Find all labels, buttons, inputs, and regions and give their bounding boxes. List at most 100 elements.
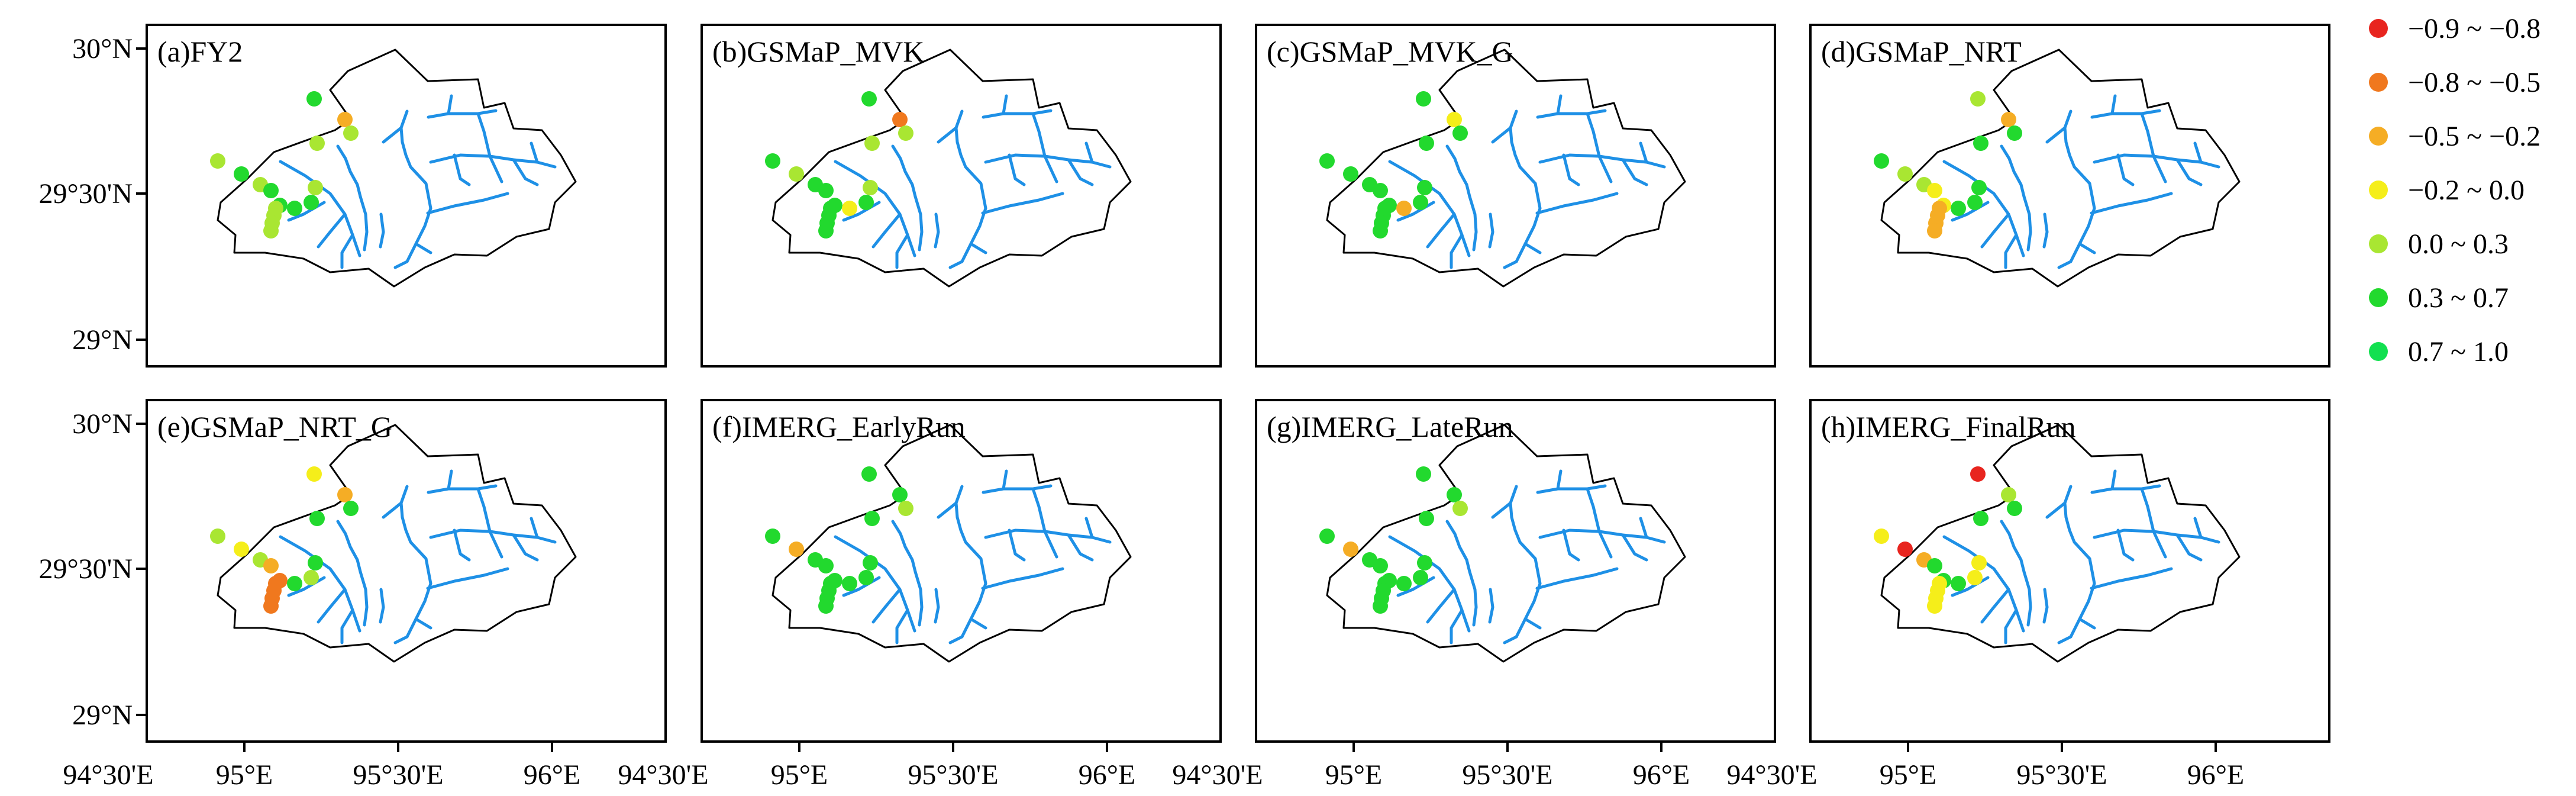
panel-title: (b)GSMaP_MVK: [712, 35, 924, 68]
river-line: [834, 535, 916, 633]
station-marker: [1447, 112, 1462, 127]
station-marker: [1970, 91, 1986, 107]
station-marker: [842, 576, 857, 591]
station-marker: [863, 180, 878, 195]
river-line: [1942, 535, 2025, 633]
river-line: [1639, 141, 1648, 164]
river-line: [1535, 192, 1619, 215]
station-marker: [1417, 180, 1432, 195]
station-marker: [263, 598, 279, 614]
basin-boundary: [217, 424, 577, 663]
basin-boundary: [1326, 424, 1686, 663]
station-marker: [1319, 153, 1335, 169]
map-panel-g: (g)IMERG_LateRun: [1255, 399, 1776, 743]
river-line: [399, 126, 432, 263]
lon-label: 94°30'E: [1726, 759, 1817, 791]
station-marker: [789, 166, 804, 182]
river-line: [948, 635, 964, 644]
river-line: [2110, 94, 2117, 115]
station-marker: [1417, 555, 1432, 571]
river-line: [1002, 94, 1008, 115]
legend-label: −0.8 ~ −0.5: [2408, 67, 2541, 98]
station-marker: [2001, 112, 2016, 127]
river-line: [1509, 126, 1542, 263]
lon-label: 95°E: [216, 759, 273, 791]
river-line: [447, 94, 453, 115]
station-marker: [1452, 125, 1468, 141]
lon-label: 94°30'E: [1172, 759, 1263, 791]
station-marker: [861, 466, 877, 482]
river-line: [1043, 154, 1058, 183]
axes-group: 30°N 29°30'N 29°N 30°N 29°30'N 29°N 94°30'E 95°…: [38, 33, 2244, 791]
river-line: [1468, 570, 1478, 627]
station-marker: [1447, 487, 1462, 502]
river-line: [488, 530, 503, 559]
station-marker: [343, 501, 359, 516]
station-marker: [1396, 576, 1412, 591]
river-line: [2022, 195, 2032, 252]
river-line: [1597, 530, 1613, 559]
river-line: [382, 485, 409, 519]
station-marker: [263, 558, 279, 573]
river-line: [2090, 484, 2161, 494]
river-line: [2175, 158, 2203, 186]
river-line: [1942, 160, 2025, 257]
river-line: [359, 570, 369, 627]
river-line: [1468, 195, 1478, 252]
river-line: [2140, 487, 2155, 533]
river-line: [393, 635, 409, 644]
lon-label: 94°30'E: [63, 759, 153, 791]
river-line: [934, 212, 940, 249]
panel-title: (c)GSMaP_MVK_G: [1267, 35, 1513, 68]
river-line: [414, 617, 432, 630]
station-marker: [1874, 153, 1889, 169]
river-line: [1008, 528, 1026, 562]
panels-group: (a)FY2 (b)GSMaP_MVK (c)GSMaP_MVK_G (d)GSMaP…: [146, 24, 2330, 743]
station-marker: [287, 576, 302, 591]
panel-title: (g)IMERG_LateRun: [1267, 410, 1513, 443]
river-line: [969, 617, 987, 630]
river-line: [427, 484, 498, 494]
river-line: [2022, 570, 2032, 627]
river-line: [834, 160, 916, 257]
river-line: [913, 195, 924, 252]
station-marker: [1413, 195, 1428, 210]
lon-label: 95°30'E: [2016, 759, 2107, 791]
station-marker: [343, 125, 359, 141]
river-line: [2193, 141, 2203, 164]
station-marker: [858, 570, 874, 585]
station-marker: [1419, 136, 1434, 151]
river-line: [1491, 109, 1518, 144]
river-line: [1535, 567, 1619, 590]
station-marker: [818, 598, 834, 614]
river-line: [937, 485, 964, 519]
basin-boundary: [217, 49, 577, 288]
lon-label: 95°E: [1325, 759, 1383, 791]
station-marker: [309, 136, 325, 151]
river-line: [1586, 487, 1601, 533]
station-marker: [864, 136, 880, 151]
basin-boundary: [1880, 49, 2241, 288]
station-marker: [1927, 223, 1942, 239]
river-line: [2057, 635, 2073, 644]
river-line: [512, 533, 539, 562]
station-marker: [1452, 501, 1468, 516]
station-marker: [287, 201, 302, 216]
lon-label: 96°E: [1633, 759, 1690, 791]
river-line: [1639, 517, 1648, 539]
map-panel-b: (b)GSMaP_MVK: [701, 24, 1222, 368]
station-marker: [1897, 166, 1913, 182]
river-line: [1562, 153, 1580, 186]
river-line: [1043, 530, 1058, 559]
river-line: [1426, 588, 1456, 624]
legend-swatch: [2369, 127, 2388, 146]
lon-label: 95°30'E: [1462, 759, 1552, 791]
lon-label: 96°E: [524, 759, 581, 791]
river-line: [937, 109, 964, 144]
river-line: [426, 567, 509, 590]
river-line: [382, 109, 409, 144]
station-marker: [304, 195, 319, 210]
legend-swatch: [2369, 73, 2388, 92]
legend-label: −0.5 ~ −0.2: [2408, 121, 2541, 152]
